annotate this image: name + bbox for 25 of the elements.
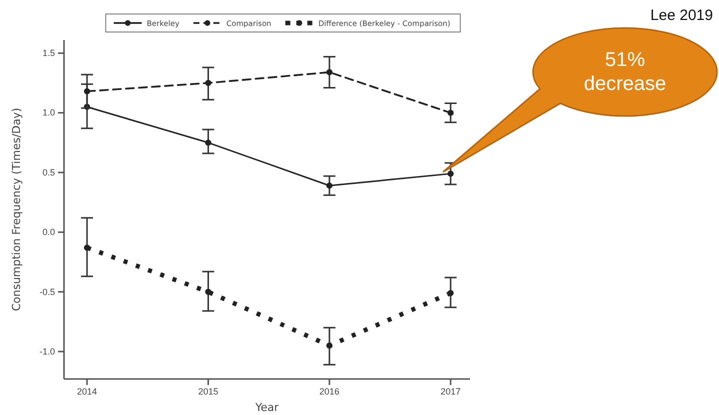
point [205, 140, 212, 146]
y-tick-label: -0.5 [39, 286, 55, 297]
x-tick-label: 2015 [198, 386, 218, 396]
y-tick-label: 0.0 [42, 227, 55, 238]
point [84, 88, 90, 94]
point [326, 342, 333, 349]
speech-bubble: 51% decrease [442, 27, 718, 173]
point [448, 170, 454, 177]
point [326, 182, 333, 189]
x-axis-title: Year [254, 401, 280, 414]
x-tick-label: 2016 [319, 386, 340, 396]
y-tick-label: 0.5 [42, 167, 55, 178]
point [448, 110, 454, 116]
point [205, 288, 212, 295]
x-tick-label: 2017 [440, 386, 461, 396]
point [205, 80, 212, 86]
y-tick-label: 1.0 [42, 108, 55, 118]
y-tick-label: -1.0 [39, 346, 55, 356]
text: Lee 2019 [650, 7, 713, 24]
point [448, 290, 454, 296]
point [326, 69, 333, 76]
y-axis-title: Consumption Frequency (Times/Day) [10, 108, 23, 312]
x-tick-label: 2014 [77, 386, 98, 396]
y-tick-label: 1.5 [42, 48, 55, 58]
point [84, 244, 90, 251]
